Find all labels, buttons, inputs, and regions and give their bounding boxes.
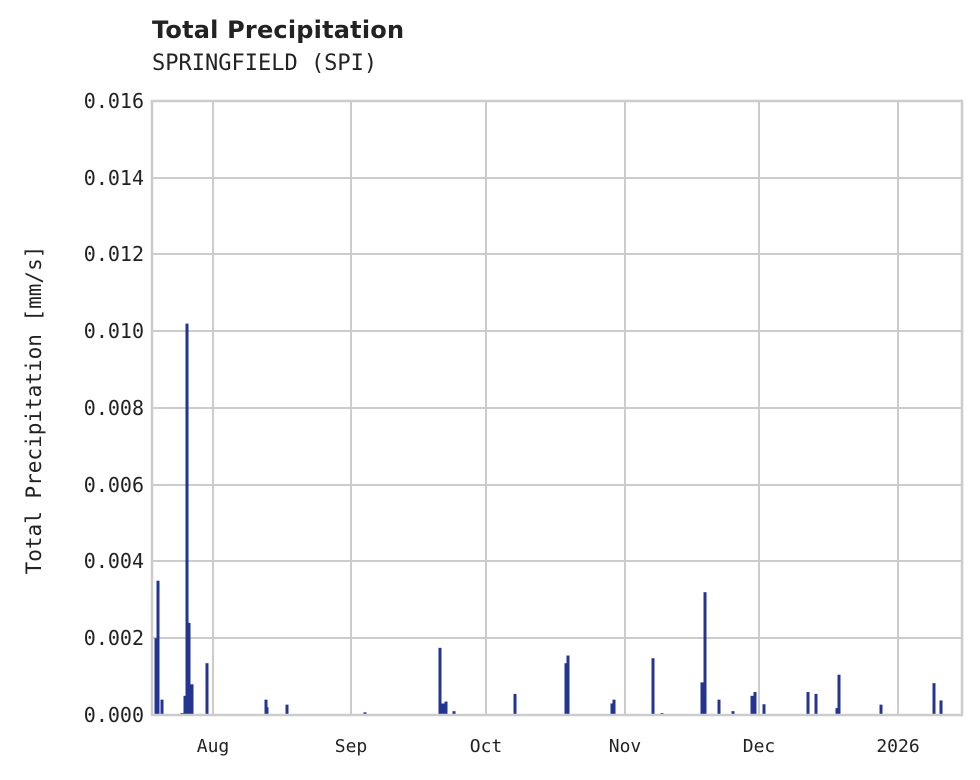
precipitation-bar xyxy=(154,638,158,715)
precipitation-bar xyxy=(837,674,841,715)
plot-frame xyxy=(150,99,964,717)
precipitation-bar xyxy=(814,693,818,715)
precipitation-bar xyxy=(205,663,209,715)
precipitation-bars xyxy=(154,323,943,715)
precipitation-bar xyxy=(564,663,568,715)
precipitation-bar xyxy=(717,699,721,715)
x-tick-label: Sep xyxy=(334,736,368,757)
gridlines xyxy=(152,100,962,716)
x-tick-label: 2026 xyxy=(876,736,920,757)
precipitation-bar xyxy=(444,701,448,715)
x-tick-label: Oct xyxy=(469,736,503,757)
precipitation-bar xyxy=(190,684,194,715)
precipitation-bar xyxy=(285,704,289,715)
x-tick-label: Aug xyxy=(196,736,230,757)
precipitation-bar xyxy=(185,323,189,715)
y-tick-label: 0.016 xyxy=(83,89,144,113)
precipitation-bar xyxy=(363,712,367,715)
precipitation-bar xyxy=(879,704,883,715)
precipitation-bar xyxy=(160,699,164,715)
y-tick-label: 0.000 xyxy=(83,703,144,727)
precipitation-bar xyxy=(187,622,191,715)
precipitation-bar xyxy=(753,691,757,715)
y-tick-label: 0.004 xyxy=(83,549,144,573)
precipitation-bar xyxy=(156,580,160,715)
precipitation-bar xyxy=(513,693,517,715)
precipitation-bar xyxy=(612,699,616,715)
precipitation-bar xyxy=(441,703,445,715)
y-tick-label: 0.002 xyxy=(83,626,144,650)
precipitation-bar xyxy=(183,695,187,715)
precipitation-bar xyxy=(651,658,655,715)
precipitation-bar xyxy=(939,700,943,715)
precipitation-bar xyxy=(750,695,754,715)
precipitation-bar xyxy=(835,708,839,715)
precipitation-bar xyxy=(700,682,704,715)
precipitation-bar xyxy=(932,683,936,715)
precipitation-bar xyxy=(566,655,570,715)
precipitation-bar xyxy=(438,647,442,715)
x-tick-label: Dec xyxy=(742,736,776,757)
precipitation-bar xyxy=(731,711,735,715)
precipitation-bar xyxy=(610,703,614,715)
y-tick-label: 0.012 xyxy=(83,242,144,266)
y-tick-label: 0.010 xyxy=(83,319,144,343)
y-tick-label: 0.014 xyxy=(83,166,144,190)
precipitation-bar xyxy=(452,711,456,715)
y-tick-label: 0.008 xyxy=(83,396,144,420)
precipitation-bar xyxy=(806,691,810,715)
precipitation-bar xyxy=(703,592,707,715)
chart-subtitle: SPRINGFIELD (SPI) xyxy=(152,51,378,76)
chart-title: Total Precipitation xyxy=(152,16,405,44)
x-tick-label: Nov xyxy=(608,736,642,757)
y-tick-label: 0.006 xyxy=(83,473,144,497)
precipitation-bar xyxy=(265,707,269,715)
precipitation-bar xyxy=(762,704,766,715)
